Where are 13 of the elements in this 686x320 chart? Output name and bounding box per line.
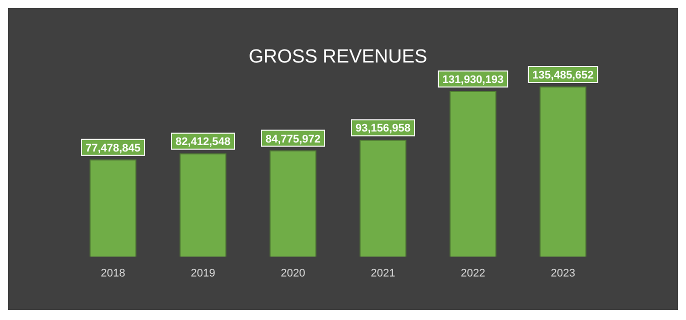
chart-title: GROSS REVENUES [248,46,428,68]
data-label: 82,412,548 [175,136,231,148]
data-label: 135,485,652 [532,70,594,82]
x-tick-label: 2019 [190,267,216,280]
x-tick-label: 2021 [370,267,396,280]
x-tick-label: 2020 [280,267,306,280]
data-label: 131,930,193 [442,74,504,86]
data-label: 93,156,958 [355,122,411,135]
x-tick-label: 2023 [550,267,576,280]
data-label: 84,775,972 [265,133,321,146]
x-tick-label: 2022 [460,267,486,280]
data-label: 77,478,845 [85,142,141,154]
x-tick-label: 2018 [100,267,126,280]
